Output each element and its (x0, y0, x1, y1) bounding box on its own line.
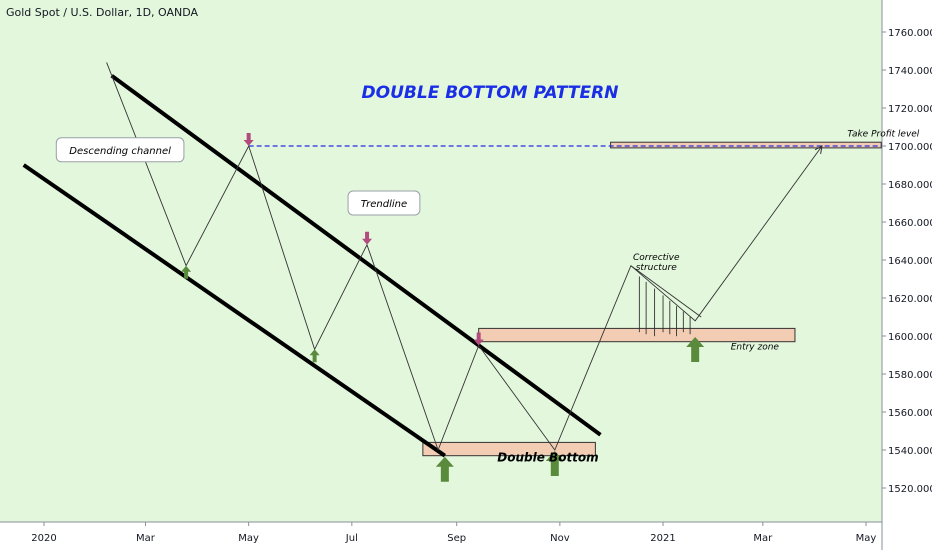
corrective-label: structure (636, 263, 678, 273)
big-up-arrow-marker (545, 451, 564, 476)
plot-background (0, 0, 882, 522)
y-tick-label: 1720.000 (888, 104, 932, 115)
up-arrow-marker (181, 265, 192, 279)
down-arrow-marker (362, 231, 373, 245)
big-up-arrow-marker (686, 337, 705, 362)
price-path-arrowhead (814, 145, 823, 154)
y-tick-label: 1700.000 (888, 142, 932, 153)
corrective-label: Corrective (633, 253, 680, 263)
x-tick-label: Jul (345, 533, 358, 544)
channel-line-lower (22, 163, 446, 458)
x-tick-label: Nov (550, 533, 570, 544)
callout-box (347, 190, 421, 216)
zone-rect-0 (422, 441, 596, 457)
callout-text: Descending channel (69, 146, 171, 157)
annotation-label: Double Bottom (497, 450, 598, 464)
y-tick-label: 1660.000 (888, 218, 932, 229)
y-tick-label: 1600.000 (888, 332, 932, 343)
y-tick-label: 1680.000 (888, 180, 932, 191)
down-arrow-marker (473, 332, 484, 346)
big-up-arrow-marker (435, 456, 454, 482)
x-tick-label: Mar (753, 533, 773, 544)
price-path (106, 62, 823, 452)
x-tick-label: Mar (136, 533, 156, 544)
x-tick-label: 2021 (650, 533, 675, 544)
y-tick-label: 1760.000 (888, 28, 932, 39)
y-tick-label: 1560.000 (888, 408, 932, 419)
x-tick-label: May (238, 533, 259, 544)
down-arrow-marker (243, 133, 254, 146)
y-axis-panel (882, 0, 932, 550)
up-arrow-marker (309, 349, 320, 363)
chart-title: DOUBLE BOTTOM PATTERN (362, 83, 619, 103)
y-tick-label: 1740.000 (888, 66, 932, 77)
annotation-label: Take Profit level (847, 130, 919, 140)
callout-box (55, 137, 185, 163)
callout-text: Trendline (361, 199, 407, 210)
y-tick-label: 1580.000 (888, 370, 932, 381)
annotation-label: Entry zone (731, 342, 780, 352)
x-tick-label: May (856, 533, 877, 544)
y-tick-label: 1540.000 (888, 446, 932, 457)
zone-rect-2 (610, 141, 882, 149)
channel-line-upper (110, 74, 602, 437)
y-tick-label: 1620.000 (888, 294, 932, 305)
zone-rect-1 (478, 327, 796, 343)
x-tick-label: Sep (447, 533, 466, 544)
x-axis-panel (0, 522, 882, 550)
y-tick-label: 1520.000 (888, 484, 932, 495)
symbol-header: Gold Spot / U.S. Dollar, 1D, OANDA (6, 6, 199, 19)
x-tick-label: 2020 (31, 533, 56, 544)
corrective-top-line (630, 265, 702, 318)
y-tick-label: 1640.000 (888, 256, 932, 267)
